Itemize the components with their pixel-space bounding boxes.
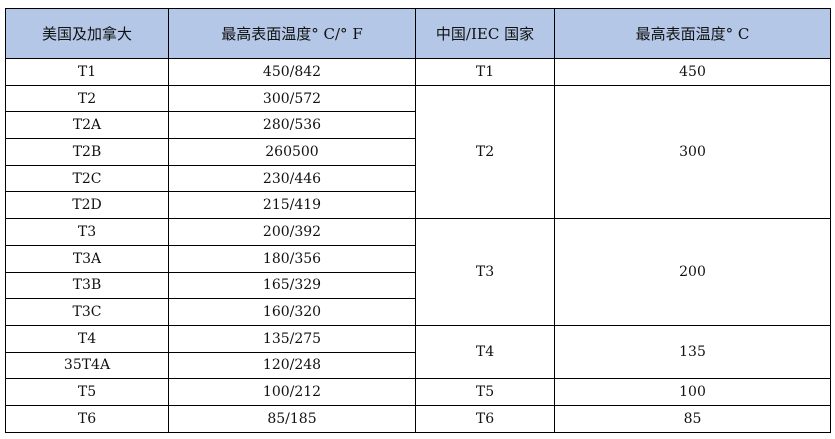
temp-cf-cell: 120/248 (168, 351, 416, 380)
temp-c-cell: 135 (554, 324, 831, 380)
temp-c-cell: 85 (554, 404, 831, 433)
iec-class-cell: T3 (415, 218, 555, 326)
temp-c-cell: 450 (554, 58, 831, 86)
table-row: T3 200/392 T3 200 (5, 218, 831, 326)
temp-cf-cell: 165/329 (168, 271, 416, 300)
header-row: 美国及加拿大 最高表面温度° C/° F 中国/IEC 国家 最高表面温度° C (5, 8, 831, 59)
table-row: T3B 165/329 (5, 271, 831, 300)
temp-cf-cell: 280/536 (168, 111, 416, 140)
table-row: T5 100/212 T5 100 (5, 378, 831, 406)
us-class-cell: T5 (5, 378, 169, 406)
header-china-iec: 中国/IEC 国家 (415, 8, 555, 59)
temp-cf-cell: 160/320 (168, 298, 416, 326)
temperature-class-table: 美国及加拿大 最高表面温度° C/° F 中国/IEC 国家 最高表面温度° C… (5, 8, 831, 433)
temp-cf-cell: 135/275 (168, 324, 416, 353)
us-class-cell: T2A (5, 111, 169, 140)
temp-cf-cell: 180/356 (168, 244, 416, 273)
header-us-canada: 美国及加拿大 (5, 8, 169, 59)
header-max-temp-cf: 最高表面温度° C/° F (168, 8, 416, 59)
us-class-cell: T1 (5, 58, 169, 86)
table-row: T4 135/275 T4 135 (5, 324, 831, 380)
table-row: T6 85/185 T6 85 (5, 404, 831, 433)
temp-c-cell: 300 (554, 84, 831, 220)
table-row: 35T4A 120/248 (5, 351, 831, 380)
us-class-cell: T4 (5, 324, 169, 353)
temp-cf-cell: 215/419 (168, 191, 416, 220)
iec-class-cell: T6 (415, 404, 555, 433)
us-class-cell: T6 (5, 404, 169, 433)
temp-cf-cell: 85/185 (168, 404, 416, 433)
temp-cf-cell: 230/446 (168, 164, 416, 193)
table-row: T2B 260500 (5, 138, 831, 166)
us-class-cell: 35T4A (5, 351, 169, 380)
table-row: T2A 280/536 (5, 111, 831, 140)
iec-class-cell: T5 (415, 378, 555, 406)
header-max-temp-c: 最高表面温度° C (554, 8, 831, 59)
us-class-cell: T3 (5, 218, 169, 246)
temp-cf-cell: 300/572 (168, 84, 416, 113)
iec-class-cell: T4 (415, 324, 555, 380)
us-class-cell: T3B (5, 271, 169, 300)
table-row: T1 450/842 T1 450 (5, 58, 831, 86)
us-class-cell: T2B (5, 138, 169, 166)
us-class-cell: T3A (5, 244, 169, 273)
temp-c-cell: 200 (554, 218, 831, 326)
temp-cf-cell: 100/212 (168, 378, 416, 406)
iec-class-cell: T1 (415, 58, 555, 86)
temp-c-cell: 100 (554, 378, 831, 406)
table-row: T3A 180/356 (5, 244, 831, 273)
us-class-cell: T2 (5, 84, 169, 113)
temp-cf-cell: 260500 (168, 138, 416, 166)
iec-class-cell: T2 (415, 84, 555, 220)
us-class-cell: T3C (5, 298, 169, 326)
temp-cf-cell: 200/392 (168, 218, 416, 246)
us-class-cell: T2D (5, 191, 169, 220)
temp-cf-cell: 450/842 (168, 58, 416, 86)
us-class-cell: T2C (5, 164, 169, 193)
table-row: T2C 230/446 (5, 164, 831, 193)
table-row: T3C 160/320 (5, 298, 831, 326)
table-row: T2D 215/419 (5, 191, 831, 220)
table-row: T2 300/572 T2 300 (5, 84, 831, 220)
